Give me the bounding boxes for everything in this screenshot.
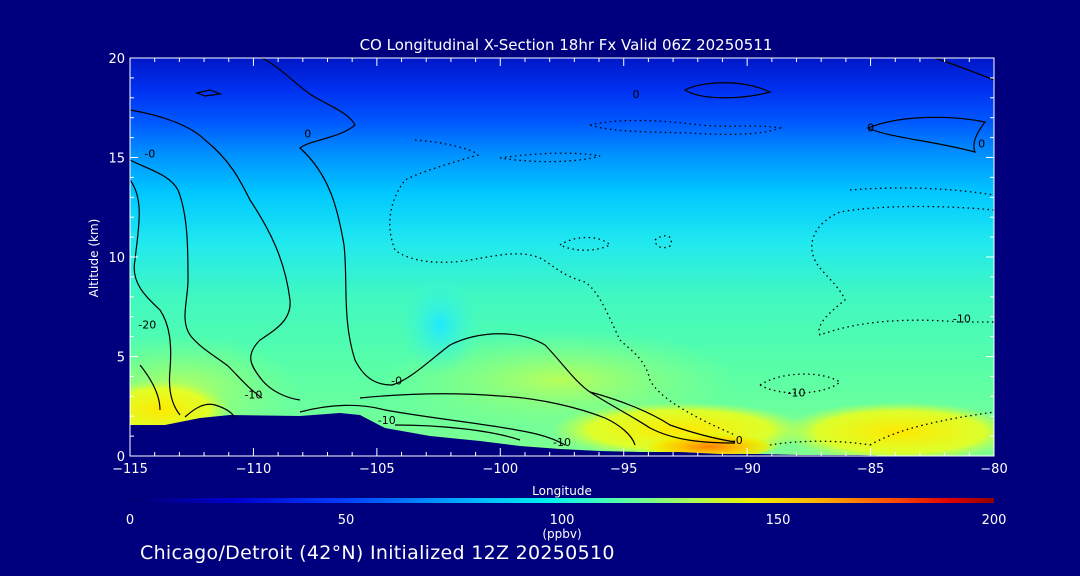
contour-label: -10 [953,313,971,326]
contour-label: -10 [553,436,571,449]
x-tick-label: −80 [980,462,1007,477]
x-tick-label: −100 [482,462,518,477]
x-tick-label: −110 [236,462,272,477]
contour-label: 0 [304,128,311,141]
colorbar-tick-label: 100 [550,513,575,528]
plot-area: 0 0 0 0 -0 -20 -10 -0 -10 -10 -0 -10 -10 [130,58,994,456]
x-tick-label: −105 [359,462,395,477]
colorbar-ticks: 0 50 100 150 200 [126,513,1007,528]
footer-run-info: Chicago/Detroit (42°N) Initialized 12Z 2… [140,542,615,564]
contour-label: 0 [867,122,874,135]
colorbar-tick-label: 0 [126,513,134,528]
y-tick-label: 20 [108,52,125,67]
y-tick-label: 0 [117,450,125,465]
field-cyan-pocket [400,275,480,375]
y-axis: 0 5 10 15 20 [108,52,994,465]
y-tick-label: 10 [108,251,125,266]
x-tick-label: −85 [857,462,884,477]
contour-label: -0 [391,374,402,387]
x-axis-label: Longitude [532,484,592,498]
field-orange-max [640,430,780,456]
solid-contours [130,58,994,446]
colorbar-tick-label: 150 [766,513,791,528]
colorbar-tick-label: 200 [982,513,1007,528]
y-tick-label: 5 [117,351,125,366]
contour-labels: 0 0 0 0 -0 -20 -10 -0 -10 -10 -0 -10 -10 [138,88,985,449]
contour-label: 0 [978,138,985,151]
chart-title: CO Longitudinal X-Section 18hr Fx Valid … [360,36,773,54]
contour-label: 0 [633,88,640,101]
terrain [130,413,994,456]
x-tick-label: −95 [610,462,637,477]
contour-label: -10 [788,386,806,399]
contour-label: -0 [144,148,155,161]
x-tick-label: −90 [733,462,760,477]
dashed-contours [389,119,994,446]
contour-label: -20 [138,319,156,332]
colorbar-gradient [130,498,994,503]
y-axis-label: Altitude (km) [87,219,101,298]
colorbar-unit-label: (ppbv) [542,527,581,541]
colorbar: 0 50 100 150 200 (ppbv) [126,498,1007,541]
contour-label: -10 [244,388,262,401]
contour-label: -0 [732,434,743,447]
colorbar-tick-label: 50 [338,513,355,528]
contour-label: -10 [378,414,396,427]
field-yellow-east [780,402,994,456]
x-tick-label: −115 [112,462,148,477]
y-tick-label: 15 [108,152,125,167]
x-axis: −115 −110 −105 −100 −95 −90 −85 −80 [112,58,1008,477]
